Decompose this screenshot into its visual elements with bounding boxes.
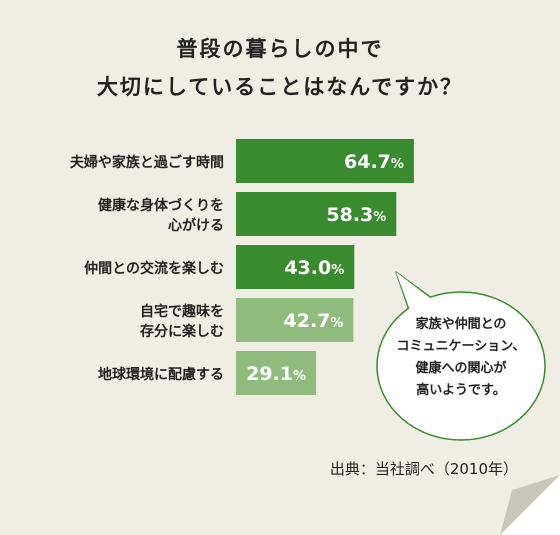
speech-bubble-tail-mask (396, 272, 447, 329)
category-label-5-line-1: 地球環境に配慮する (98, 366, 224, 383)
annotation-line-4: 高いようです。 (416, 383, 506, 398)
title-line-2: 大切にしていることはなんですか？ (96, 75, 464, 99)
annotation-line-1: 家族や仲間との (415, 317, 507, 332)
annotation-line-2: コミュニケーション、 (396, 339, 526, 354)
bar-3 (236, 245, 355, 289)
category-label-2-line-2: 心がける (168, 217, 224, 234)
bar-5 (236, 351, 317, 395)
category-label-4-line-2: 存分に楽しむ (140, 323, 224, 340)
annotation-line-3: 健康への関心が (415, 361, 507, 376)
bar-value-label-1: 64.7% (344, 151, 404, 173)
bar-value-label-3: 43.0% (284, 257, 344, 279)
source-note: 出典：当社調べ（2010年） (329, 460, 518, 478)
page-curl (500, 475, 560, 535)
category-label-2-line-1: 健康な身体づくりを (98, 197, 224, 214)
annotation-text: 家族や仲間との コミュニケーション、 健康への関心が 高いようです。 (378, 314, 544, 402)
category-label-1-line-1: 夫婦や家族と過ごす時間 (70, 154, 224, 171)
bar-2 (236, 192, 397, 236)
bar-value-label-4: 42.7% (284, 310, 344, 332)
bar-4 (236, 298, 354, 342)
category-label-4-line-1: 自宅で趣味を (140, 303, 224, 320)
speech-bubble-body (376, 291, 546, 441)
bar-value-label-2: 58.3% (326, 204, 386, 226)
speech-bubble (376, 271, 546, 441)
bar-value-label-5: 29.1% (246, 363, 306, 385)
page-curl-fold (500, 475, 560, 535)
chart-title: 普段の暮らしの中で 大切にしていることはなんですか？ (0, 30, 560, 106)
title-line-1: 普段の暮らしの中で (176, 37, 384, 61)
bar-1 (236, 139, 414, 183)
category-label-3-line-1: 仲間との交流を楽しむ (84, 260, 224, 277)
